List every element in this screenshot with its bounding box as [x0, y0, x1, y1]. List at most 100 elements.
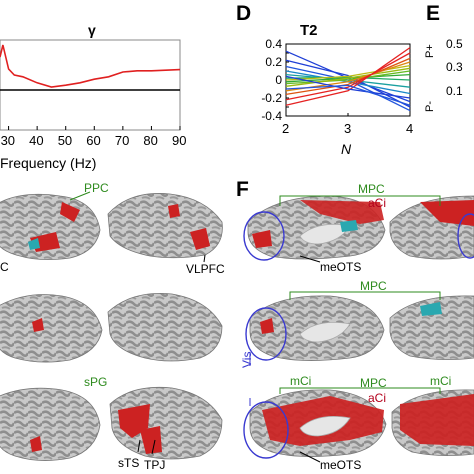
label-c-left: C: [0, 260, 9, 274]
label-mpc-1: MPC: [358, 182, 385, 196]
panel-d-y-tick-label: -0.4: [261, 109, 282, 123]
gamma-x-tick-label: 40: [29, 133, 44, 148]
panel-d-series-line: [285, 67, 411, 87]
panel-d-series-line: [285, 52, 411, 101]
activation-red: [168, 204, 180, 218]
panel-d-series-line: [285, 59, 411, 108]
brain-medial-2b: [389, 295, 474, 360]
activation-red: [420, 200, 474, 226]
panel-d-y-tick-label: 0.2: [265, 55, 282, 69]
gamma-x-tick-label: 50: [57, 133, 73, 148]
brain-left-row2: [0, 293, 223, 363]
brain-lateral-3a: [0, 387, 101, 461]
activation-red: [60, 202, 80, 222]
gamma-x-tick-label: 30: [0, 133, 16, 148]
label-meots-1: meOTS: [320, 260, 362, 274]
panel-label-d: D: [236, 2, 252, 25]
label-sts: sTS: [118, 456, 140, 470]
meots-leader-1: [299, 255, 321, 263]
activation-cyan: [340, 220, 358, 232]
mpc-bracket-1: [279, 195, 441, 206]
gamma-x-tick-label: 70: [114, 133, 130, 148]
gamma-x-tick-label: 90: [172, 133, 187, 148]
vis-circle-1b: [457, 213, 474, 259]
brain-left-row1: [0, 193, 223, 260]
panel-d-x-tick-label: 3: [344, 121, 352, 136]
brain-medial-row2: [245, 295, 474, 361]
brain-lateral-2a: [0, 294, 103, 363]
panel-d-series-line: [285, 76, 411, 81]
panel-d-series-line: [285, 75, 411, 99]
panel-label-f: F: [236, 178, 249, 201]
gamma-plot-frame: [0, 39, 181, 131]
panel-e-tick-3: 0.1: [446, 84, 463, 98]
tpj-leader: [151, 439, 156, 455]
corpus-callosum: [299, 415, 351, 437]
brain-lateral-1b: [107, 193, 223, 259]
vis-circle-3: [243, 401, 289, 459]
activation-red: [118, 404, 150, 438]
activation-red: [30, 436, 42, 452]
brain-lateral-3b: [109, 387, 223, 460]
label-spg: sPG: [84, 375, 108, 389]
label-mci-1: mCi: [290, 374, 312, 388]
activation-red: [260, 318, 274, 334]
activation-red: [32, 318, 44, 332]
label-mpc-2: MPC: [360, 279, 387, 293]
panel-d-y-tick-label: 0: [275, 73, 282, 87]
panel-d-x-tick-label: 4: [406, 121, 414, 136]
mpc-bracket-2: [289, 291, 441, 300]
gamma-x-tick-label: 60: [86, 133, 101, 148]
corpus-callosum: [299, 223, 351, 245]
activation-red: [300, 200, 384, 224]
panel-d-series-line: [285, 47, 411, 106]
activation-red: [140, 426, 162, 454]
label-mpc-3: MPC: [360, 376, 387, 390]
meots-leader-2: [299, 451, 321, 463]
panel-d-x-label: N: [341, 141, 352, 157]
brain-medial-row3: [243, 389, 474, 459]
gamma-title: γ: [88, 22, 96, 38]
brain-lateral-2b: [107, 293, 223, 362]
label-meots-2: meOTS: [320, 458, 362, 472]
corpus-callosum: [299, 321, 351, 343]
panel-d-x-tick-label: 2: [282, 121, 290, 136]
panel-label-e: E: [426, 2, 441, 25]
vis-circle-1: [243, 211, 285, 261]
gamma-x-label: Frequency (Hz): [0, 155, 97, 171]
vis-circle-2: [245, 307, 287, 361]
panel-e-tick-2: 0.3: [446, 60, 463, 74]
activation-cyan: [420, 302, 442, 316]
gamma-x-ticks: [8, 126, 181, 130]
label-vlpfc: VLPFC: [186, 262, 225, 276]
panel-d-y-tick-label: 0.4: [265, 37, 282, 51]
label-aci-1: aCi: [368, 196, 387, 210]
brain-medial-row1: [243, 195, 474, 261]
sts-leader: [137, 439, 141, 453]
label-mci-2: mCi: [430, 374, 452, 388]
panel-d-title: T2: [300, 22, 318, 39]
panel-d-series-line: [285, 57, 411, 96]
brain-left-row3: [0, 387, 223, 461]
label-aci-2: aCi: [368, 391, 387, 405]
vlpfc-leader: [203, 254, 206, 263]
label-ppc: PPC: [84, 181, 109, 195]
ppc-leader: [69, 191, 91, 201]
gamma-series-line: [0, 44, 181, 88]
brain-lateral-1a: [0, 193, 101, 260]
activation-cyan: [28, 238, 40, 250]
panel-e-tick-1: 0.5: [446, 37, 463, 51]
activation-red: [400, 394, 474, 446]
activation-red: [252, 230, 272, 248]
mpc-bracket-3: [279, 387, 441, 394]
panel-d-y-tick-label: -0.2: [261, 91, 282, 105]
label-vis: Vis: [240, 351, 254, 368]
gamma-x-tick-label: 80: [143, 133, 158, 148]
activation-red: [190, 228, 210, 250]
panel-d-series: [285, 47, 411, 112]
label-tpj: TPJ: [144, 458, 166, 472]
panel-d-series-line: [285, 70, 411, 85]
